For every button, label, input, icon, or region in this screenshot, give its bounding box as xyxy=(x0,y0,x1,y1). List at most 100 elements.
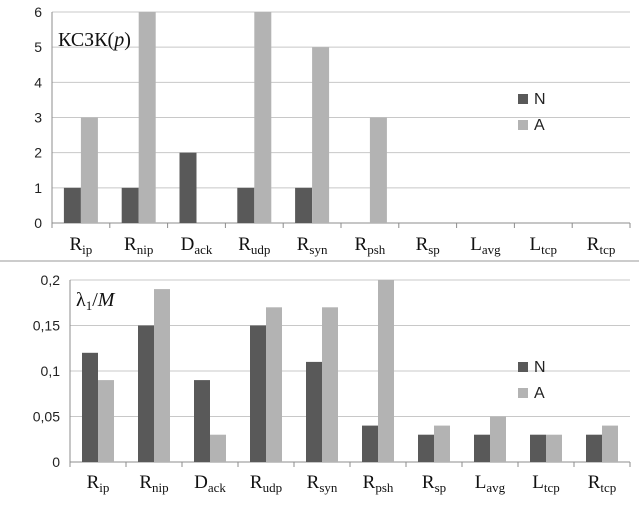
bar-A-Rip xyxy=(80,117,98,223)
x-tick-label-sub: avg xyxy=(486,480,505,495)
x-tick-label-sub: ip xyxy=(99,480,109,495)
x-tick-label-base: R xyxy=(69,234,82,255)
chart-title: λ1/M xyxy=(76,289,116,313)
y-tick-label: 0,15 xyxy=(33,318,60,334)
x-tick-label-base: R xyxy=(87,472,100,493)
x-tick-label: Lavg xyxy=(470,234,501,257)
bar-N-Rtcp xyxy=(586,434,602,462)
x-tick-label: Rtcp xyxy=(588,472,617,495)
chart-title-main: λ xyxy=(76,289,86,311)
bar-A-Rnip xyxy=(138,12,156,223)
bar-N-Lavg xyxy=(474,434,490,462)
chart-title-sub: 1 xyxy=(86,298,93,313)
bar-A-Rudp xyxy=(254,12,272,223)
x-tick-label-sub: tcp xyxy=(599,242,615,257)
x-tick-label-sub: tcp xyxy=(541,242,557,257)
x-tick-label: Rsp xyxy=(416,234,440,257)
chart-title-main: КСЗК( xyxy=(58,29,115,51)
x-tick-label-sub: nip xyxy=(137,242,154,257)
x-tick-label-base: L xyxy=(475,472,487,493)
bar-A-Rudp xyxy=(266,307,282,462)
x-tick-label-base: R xyxy=(355,234,368,255)
legend-label-A: A xyxy=(534,117,545,134)
bar-A-Rsyn xyxy=(312,47,330,223)
x-tick-label: Dack xyxy=(194,472,226,495)
chart-title-arg: M xyxy=(97,289,116,311)
x-tick-label: Rip xyxy=(87,472,110,495)
x-tick-label: Rsp xyxy=(422,472,446,495)
x-tick-label: Rip xyxy=(69,234,92,257)
y-tick-label: 1 xyxy=(34,180,42,196)
x-tick-label-sub: ip xyxy=(82,242,92,257)
x-tick-label: Rsyn xyxy=(297,234,328,257)
x-tick-label-sub: psh xyxy=(367,242,386,257)
x-tick-label-sub: syn xyxy=(309,242,328,257)
legend-swatch-A xyxy=(518,120,528,130)
x-tick-label-base: D xyxy=(181,234,195,255)
x-tick-label-base: R xyxy=(238,234,251,255)
x-tick-label-sub: sp xyxy=(435,480,447,495)
y-tick-label: 4 xyxy=(34,74,42,90)
x-tick-label: Rsyn xyxy=(307,472,338,495)
y-tick-label: 5 xyxy=(34,39,42,55)
x-tick-label-base: R xyxy=(363,472,376,493)
y-tick-label: 6 xyxy=(34,4,42,20)
bar-N-Rudp xyxy=(237,187,255,223)
x-tick-label: Dack xyxy=(181,234,213,257)
y-tick-label: 0 xyxy=(34,215,42,231)
x-tick-label: Lavg xyxy=(475,472,506,495)
bar-A-Rsyn xyxy=(322,307,338,462)
x-tick-label: Rpsh xyxy=(363,472,394,495)
bar-N-Dack xyxy=(194,380,210,462)
chart-title: КСЗК(p) xyxy=(58,29,131,51)
bar-A-Lavg xyxy=(490,416,506,462)
bar-A-Rnip xyxy=(154,289,170,462)
bar-N-Rudp xyxy=(250,325,266,462)
bar-A-Dack xyxy=(210,434,226,462)
y-tick-label: 0,1 xyxy=(41,363,61,379)
x-tick-label-base: R xyxy=(587,234,600,255)
y-tick-label: 0,2 xyxy=(41,272,61,288)
x-tick-label-sub: syn xyxy=(319,480,338,495)
legend-swatch-A xyxy=(518,388,528,398)
legend-swatch-N xyxy=(518,362,528,372)
x-tick-label: Rudp xyxy=(238,234,270,257)
x-tick-label: Ltcp xyxy=(530,234,558,257)
legend-label-N: N xyxy=(534,359,546,376)
bar-A-Rpsh xyxy=(378,280,394,462)
bar-A-Rip xyxy=(98,380,114,462)
x-tick-label-base: R xyxy=(307,472,320,493)
x-tick-label-sub: udp xyxy=(263,480,283,495)
legend-label-N: N xyxy=(534,91,546,108)
x-tick-label-base: R xyxy=(139,472,152,493)
bar-A-Rpsh xyxy=(369,117,387,223)
x-tick-label-sub: ack xyxy=(208,480,227,495)
bar-A-Rtcp xyxy=(602,425,618,462)
y-tick-label: 0,05 xyxy=(33,409,60,425)
x-tick-label: Rnip xyxy=(124,234,153,257)
x-tick-label-base: L xyxy=(532,472,544,493)
bar-N-Rnip xyxy=(138,325,154,462)
x-tick-label-sub: psh xyxy=(375,480,394,495)
x-tick-label: Rpsh xyxy=(355,234,386,257)
x-tick-label-sub: tcp xyxy=(600,480,616,495)
x-tick-label-sub: sp xyxy=(428,242,440,257)
bar-N-Rip xyxy=(63,187,81,223)
bar-N-Rnip xyxy=(121,187,139,223)
chart-title-arg: p xyxy=(112,29,124,51)
x-tick-label-base: R xyxy=(422,472,435,493)
bar-N-Dack xyxy=(179,152,197,223)
x-tick-label: Rnip xyxy=(139,472,168,495)
chart-title-slash: / xyxy=(92,289,98,311)
x-tick-label-base: R xyxy=(297,234,310,255)
x-tick-label: Ltcp xyxy=(532,472,560,495)
legend-swatch-N xyxy=(518,94,528,104)
bar-N-Ltcp xyxy=(530,434,546,462)
bar-A-Ltcp xyxy=(546,434,562,462)
y-tick-label: 2 xyxy=(34,145,42,161)
x-tick-label-base: R xyxy=(124,234,137,255)
y-tick-label: 3 xyxy=(34,110,42,126)
bar-N-Rsp xyxy=(418,434,434,462)
